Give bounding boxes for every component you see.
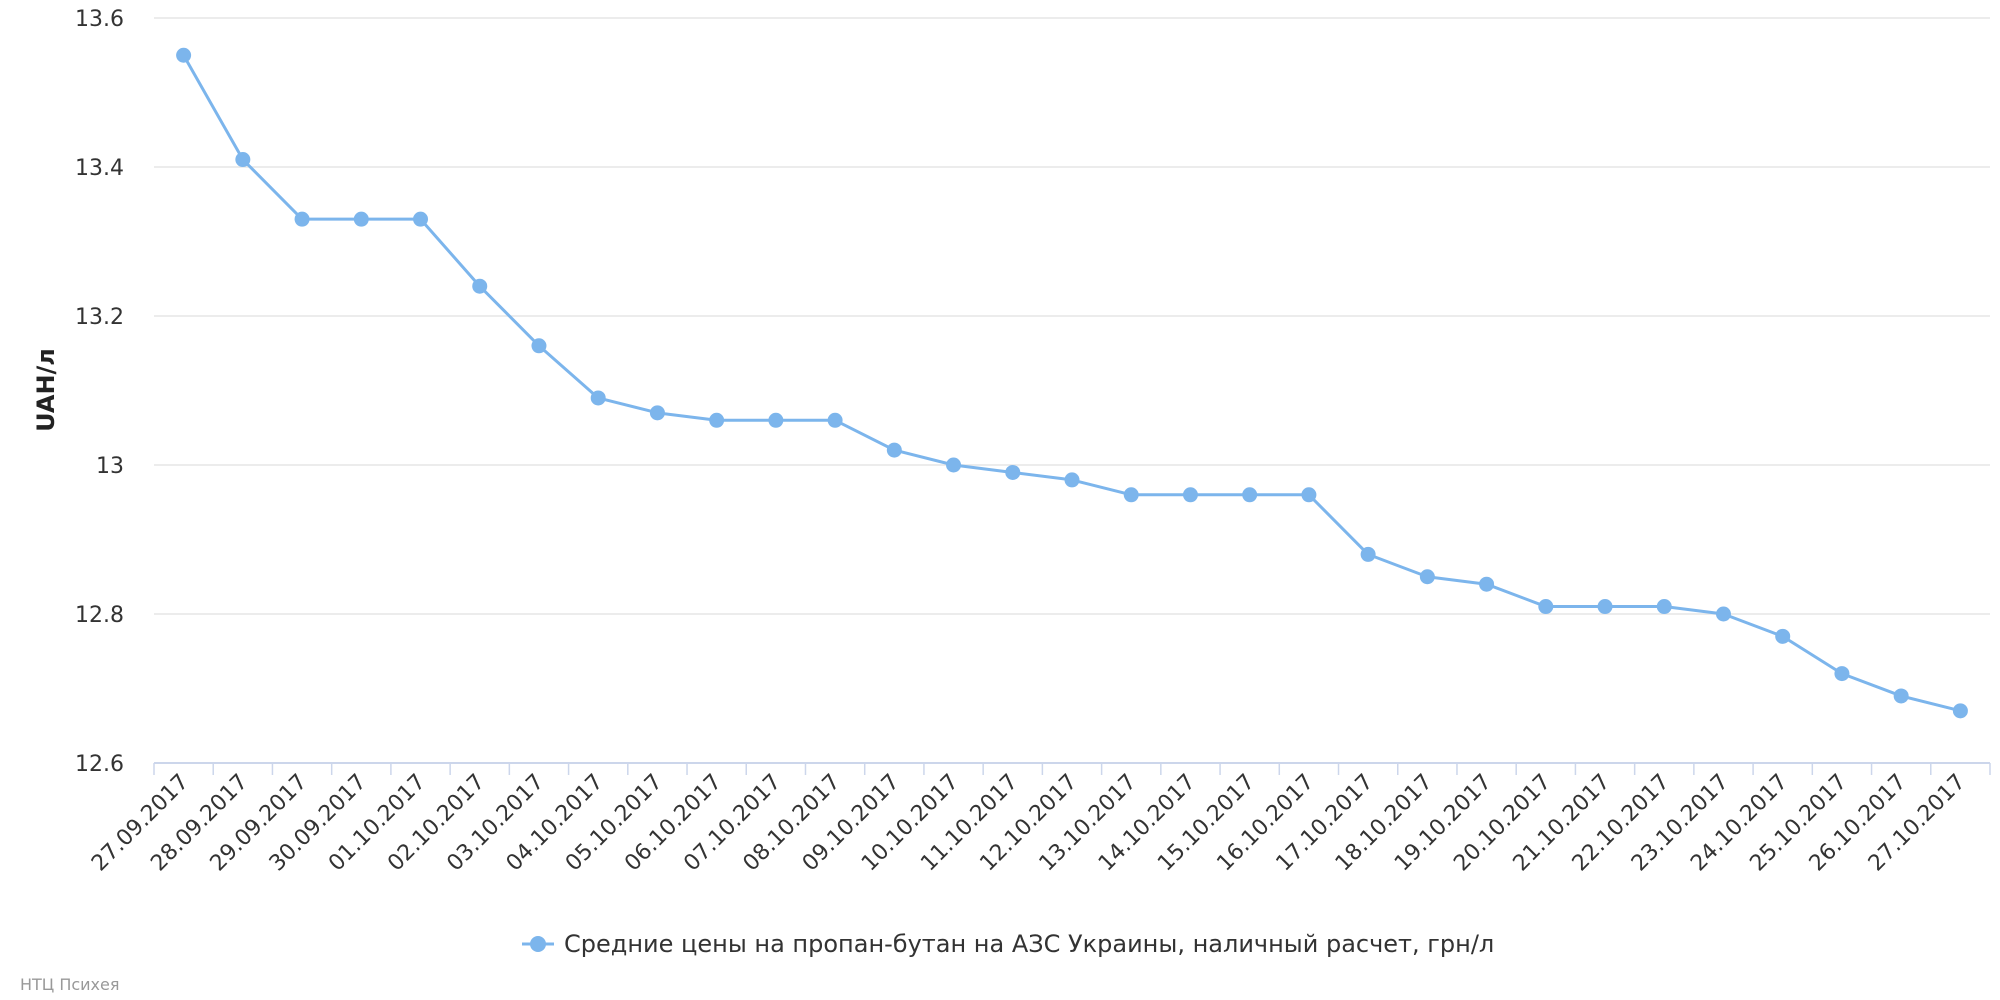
legend[interactable]: Средние цены на пропан-бутан на АЗС Укра… bbox=[522, 930, 1494, 958]
y-tick-label: 13 bbox=[96, 454, 124, 479]
data-point[interactable] bbox=[1064, 472, 1080, 488]
data-point[interactable] bbox=[1952, 703, 1968, 719]
data-point[interactable] bbox=[946, 457, 962, 473]
data-point[interactable] bbox=[235, 152, 251, 168]
data-point[interactable] bbox=[176, 47, 192, 63]
data-point[interactable] bbox=[827, 412, 843, 428]
data-point[interactable] bbox=[1656, 599, 1672, 615]
x-axis: 27.09.201728.09.201729.09.201730.09.2017… bbox=[87, 762, 1991, 876]
series-line bbox=[176, 47, 1968, 719]
grid-lines bbox=[154, 17, 1990, 615]
data-point[interactable] bbox=[1893, 688, 1909, 704]
data-point[interactable] bbox=[294, 211, 310, 227]
y-tick-label: 13.4 bbox=[75, 156, 124, 181]
legend-label[interactable]: Средние цены на пропан-бутан на АЗС Укра… bbox=[564, 930, 1494, 958]
y-tick-label: 13.2 bbox=[75, 305, 124, 330]
data-point[interactable] bbox=[1479, 576, 1495, 592]
data-point[interactable] bbox=[1005, 464, 1021, 480]
legend-marker-symbol bbox=[530, 936, 546, 952]
y-axis: 13.6 13.4 13.2 13 12.8 12.6 bbox=[75, 7, 124, 777]
data-point[interactable] bbox=[1123, 487, 1139, 503]
data-point[interactable] bbox=[590, 390, 606, 406]
data-point[interactable] bbox=[472, 278, 488, 294]
data-point[interactable] bbox=[649, 405, 665, 421]
data-point[interactable] bbox=[1360, 546, 1376, 562]
y-axis-title: UAH/л bbox=[32, 348, 60, 432]
data-point[interactable] bbox=[886, 442, 902, 458]
data-point[interactable] bbox=[1597, 599, 1613, 615]
y-tick-label: 12.8 bbox=[75, 603, 124, 628]
data-point[interactable] bbox=[1775, 628, 1791, 644]
chart-credit[interactable]: НТЦ Психея bbox=[20, 975, 119, 994]
data-point[interactable] bbox=[1301, 487, 1317, 503]
data-point[interactable] bbox=[1538, 599, 1554, 615]
data-point[interactable] bbox=[709, 412, 725, 428]
data-point[interactable] bbox=[1834, 666, 1850, 682]
data-point[interactable] bbox=[353, 211, 369, 227]
data-point[interactable] bbox=[1242, 487, 1258, 503]
data-point[interactable] bbox=[413, 211, 429, 227]
data-point[interactable] bbox=[1419, 569, 1435, 585]
data-point[interactable] bbox=[1715, 606, 1731, 622]
series-line-path bbox=[182, 53, 1962, 713]
data-point[interactable] bbox=[531, 338, 547, 354]
y-tick-label: 13.6 bbox=[75, 7, 124, 32]
data-point[interactable] bbox=[1182, 487, 1198, 503]
y-tick-label: 12.6 bbox=[75, 752, 124, 777]
data-point[interactable] bbox=[768, 412, 784, 428]
